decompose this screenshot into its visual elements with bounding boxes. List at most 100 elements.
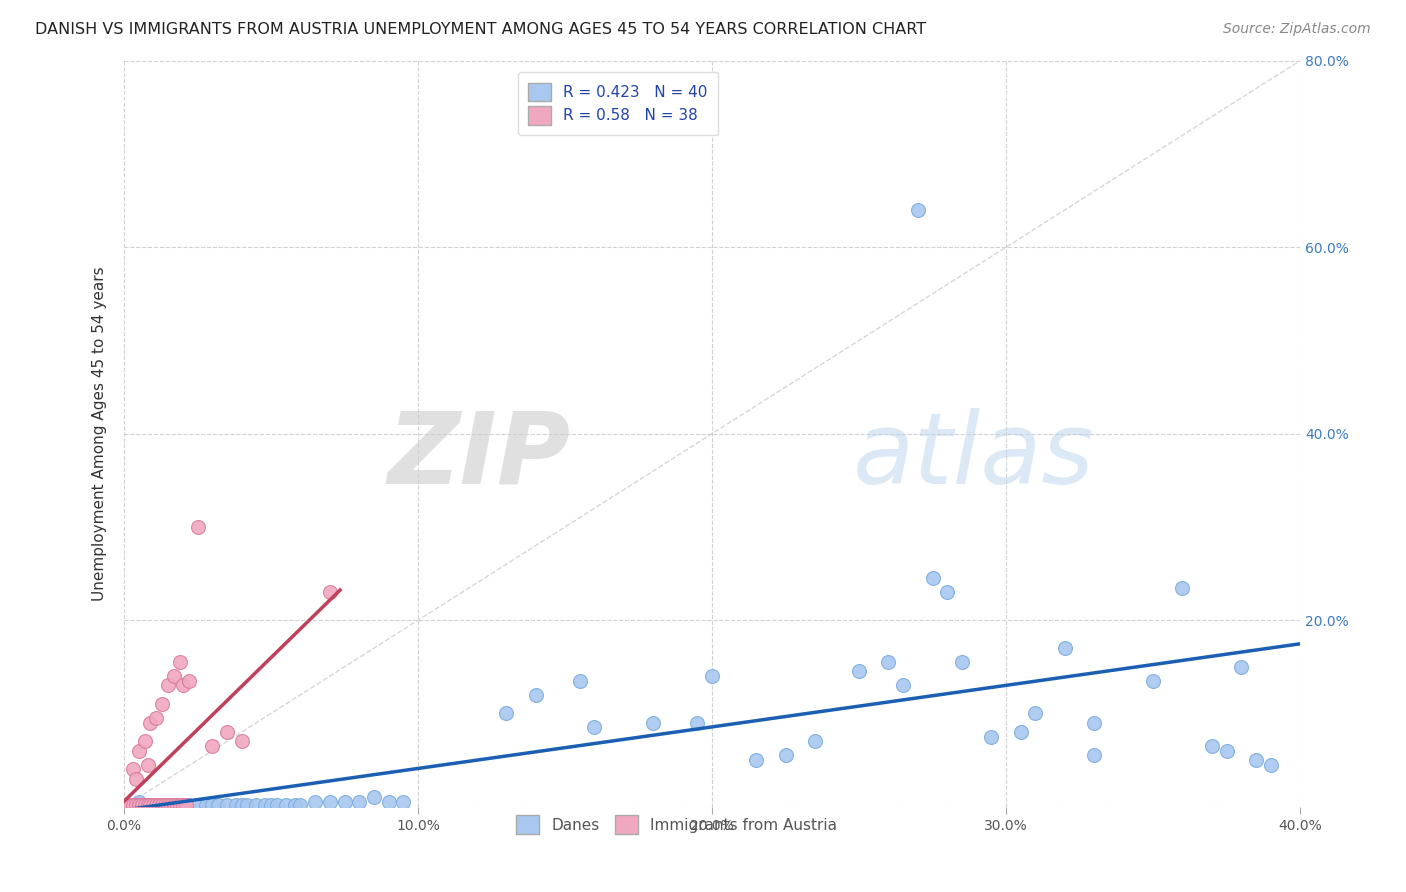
Point	[136, 757, 159, 772]
Point	[907, 202, 929, 217]
Point	[1142, 673, 1164, 688]
Point	[347, 795, 370, 809]
Point	[150, 697, 173, 711]
Point	[583, 721, 606, 735]
Point	[1230, 660, 1253, 674]
Point	[236, 797, 259, 812]
Point	[172, 797, 194, 812]
Point	[195, 797, 218, 812]
Point	[1053, 641, 1076, 656]
Point	[145, 797, 167, 812]
Point	[495, 706, 517, 721]
Point	[700, 669, 723, 683]
Point	[131, 797, 153, 812]
Point	[142, 797, 165, 812]
Point	[319, 585, 342, 599]
Point	[134, 797, 156, 812]
Point	[157, 678, 180, 692]
Point	[166, 797, 188, 812]
Point	[921, 571, 943, 585]
Point	[936, 585, 959, 599]
Point	[174, 797, 197, 812]
Point	[121, 797, 143, 812]
Point	[201, 797, 224, 812]
Point	[177, 673, 200, 688]
Point	[157, 797, 180, 812]
Point	[319, 795, 342, 809]
Point	[148, 797, 170, 812]
Point	[128, 795, 150, 809]
Y-axis label: Unemployment Among Ages 45 to 54 years: Unemployment Among Ages 45 to 54 years	[93, 267, 107, 601]
Point	[377, 795, 399, 809]
Point	[980, 730, 1002, 744]
Point	[524, 688, 547, 702]
Point	[166, 797, 188, 812]
Point	[169, 655, 191, 669]
Point	[201, 739, 224, 753]
Point	[121, 763, 143, 777]
Point	[643, 715, 665, 730]
Point	[163, 669, 186, 683]
Point	[163, 797, 186, 812]
Point	[1083, 748, 1105, 763]
Point	[231, 734, 253, 748]
Text: DANISH VS IMMIGRANTS FROM AUSTRIA UNEMPLOYMENT AMONG AGES 45 TO 54 YEARS CORRELA: DANISH VS IMMIGRANTS FROM AUSTRIA UNEMPL…	[35, 22, 927, 37]
Point	[1171, 581, 1194, 595]
Point	[128, 744, 150, 758]
Point	[1244, 753, 1267, 767]
Point	[245, 797, 267, 812]
Legend: Danes, Immigrants from Austria: Danes, Immigrants from Austria	[510, 809, 844, 840]
Point	[225, 797, 247, 812]
Point	[186, 520, 208, 534]
Point	[254, 797, 277, 812]
Point	[150, 797, 173, 812]
Point	[745, 753, 768, 767]
Point	[1201, 739, 1223, 753]
Point	[142, 797, 165, 812]
Point	[363, 790, 385, 805]
Point	[145, 711, 167, 725]
Point	[848, 665, 870, 679]
Point	[290, 797, 312, 812]
Point	[177, 797, 200, 812]
Point	[153, 797, 176, 812]
Point	[136, 797, 159, 812]
Point	[1024, 706, 1046, 721]
Point	[139, 797, 162, 812]
Point	[260, 797, 283, 812]
Text: ZIP: ZIP	[388, 408, 571, 505]
Point	[266, 797, 288, 812]
Point	[877, 655, 900, 669]
Point	[283, 797, 305, 812]
Point	[172, 797, 194, 812]
Point	[891, 678, 914, 692]
Point	[304, 795, 326, 809]
Point	[686, 715, 709, 730]
Point	[157, 797, 180, 812]
Point	[128, 797, 150, 812]
Point	[186, 797, 208, 812]
Point	[950, 655, 973, 669]
Point	[118, 797, 141, 812]
Point	[333, 795, 356, 809]
Point	[775, 748, 797, 763]
Point	[1215, 744, 1237, 758]
Point	[1010, 725, 1032, 739]
Point	[148, 797, 170, 812]
Point	[125, 797, 148, 812]
Point	[125, 772, 148, 786]
Point	[215, 725, 238, 739]
Point	[169, 797, 191, 812]
Point	[804, 734, 827, 748]
Point	[215, 797, 238, 812]
Point	[134, 734, 156, 748]
Point	[139, 715, 162, 730]
Point	[274, 797, 297, 812]
Point	[136, 797, 159, 812]
Point	[1083, 715, 1105, 730]
Point	[231, 797, 253, 812]
Text: atlas: atlas	[853, 408, 1095, 505]
Point	[392, 795, 415, 809]
Point	[160, 797, 183, 812]
Point	[568, 673, 591, 688]
